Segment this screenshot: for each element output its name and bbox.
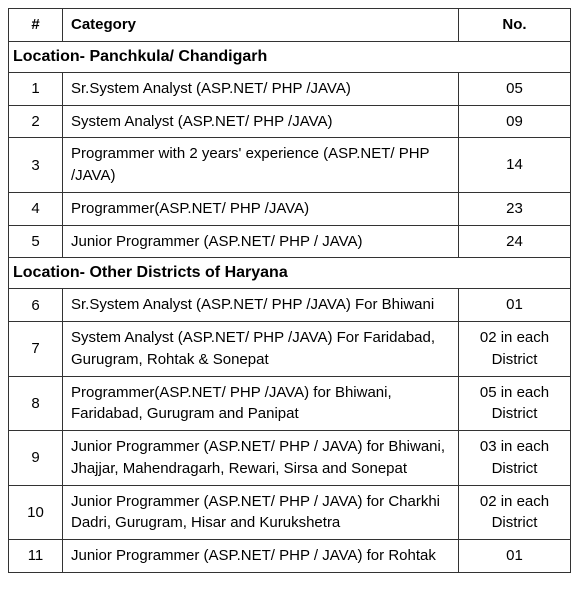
row-no: 23 (459, 192, 571, 225)
row-category: Programmer with 2 years' experience (ASP… (63, 138, 459, 193)
table-row: 3Programmer with 2 years' experience (AS… (9, 138, 571, 193)
row-num: 2 (9, 105, 63, 138)
row-no: 05 in each District (459, 376, 571, 431)
row-no: 05 (459, 72, 571, 105)
row-category: Junior Programmer (ASP.NET/ PHP / JAVA) … (63, 431, 459, 486)
table-row: 1Sr.System Analyst (ASP.NET/ PHP /JAVA)0… (9, 72, 571, 105)
row-category: System Analyst (ASP.NET/ PHP /JAVA) (63, 105, 459, 138)
row-no: 24 (459, 225, 571, 258)
row-category: Sr.System Analyst (ASP.NET/ PHP /JAVA) (63, 72, 459, 105)
row-num: 8 (9, 376, 63, 431)
section-header-row: Location- Panchkula/ Chandigarh (9, 41, 571, 72)
row-category: Sr.System Analyst (ASP.NET/ PHP /JAVA) F… (63, 289, 459, 322)
row-category: Junior Programmer (ASP.NET/ PHP / JAVA) … (63, 540, 459, 573)
row-num: 4 (9, 192, 63, 225)
row-category: Programmer(ASP.NET/ PHP /JAVA) (63, 192, 459, 225)
section-title: Location- Panchkula/ Chandigarh (9, 41, 571, 72)
table-row: 2System Analyst (ASP.NET/ PHP /JAVA)09 (9, 105, 571, 138)
table-row: 7System Analyst (ASP.NET/ PHP /JAVA) For… (9, 322, 571, 377)
row-category: System Analyst (ASP.NET/ PHP /JAVA) For … (63, 322, 459, 377)
row-no: 14 (459, 138, 571, 193)
row-num: 11 (9, 540, 63, 573)
table-header-row: # Category No. (9, 9, 571, 42)
table-row: 11Junior Programmer (ASP.NET/ PHP / JAVA… (9, 540, 571, 573)
table-row: 5Junior Programmer (ASP.NET/ PHP / JAVA)… (9, 225, 571, 258)
row-no: 09 (459, 105, 571, 138)
row-category: Junior Programmer (ASP.NET/ PHP / JAVA) … (63, 485, 459, 540)
header-no: No. (459, 9, 571, 42)
row-num: 7 (9, 322, 63, 377)
section-header-row: Location- Other Districts of Haryana (9, 258, 571, 289)
table-body: Location- Panchkula/ Chandigarh1Sr.Syste… (9, 41, 571, 572)
row-num: 6 (9, 289, 63, 322)
row-no: 02 in each District (459, 485, 571, 540)
table-row: 9Junior Programmer (ASP.NET/ PHP / JAVA)… (9, 431, 571, 486)
table-row: 8Programmer(ASP.NET/ PHP /JAVA) for Bhiw… (9, 376, 571, 431)
row-num: 9 (9, 431, 63, 486)
row-category: Junior Programmer (ASP.NET/ PHP / JAVA) (63, 225, 459, 258)
header-num: # (9, 9, 63, 42)
header-category: Category (63, 9, 459, 42)
row-num: 1 (9, 72, 63, 105)
row-no: 01 (459, 289, 571, 322)
row-no: 02 in each District (459, 322, 571, 377)
row-num: 10 (9, 485, 63, 540)
row-no: 01 (459, 540, 571, 573)
vacancy-table: # Category No. Location- Panchkula/ Chan… (8, 8, 571, 573)
section-title: Location- Other Districts of Haryana (9, 258, 571, 289)
row-category: Programmer(ASP.NET/ PHP /JAVA) for Bhiwa… (63, 376, 459, 431)
row-no: 03 in each District (459, 431, 571, 486)
row-num: 5 (9, 225, 63, 258)
table-row: 10Junior Programmer (ASP.NET/ PHP / JAVA… (9, 485, 571, 540)
table-row: 6Sr.System Analyst (ASP.NET/ PHP /JAVA) … (9, 289, 571, 322)
table-row: 4Programmer(ASP.NET/ PHP /JAVA)23 (9, 192, 571, 225)
row-num: 3 (9, 138, 63, 193)
